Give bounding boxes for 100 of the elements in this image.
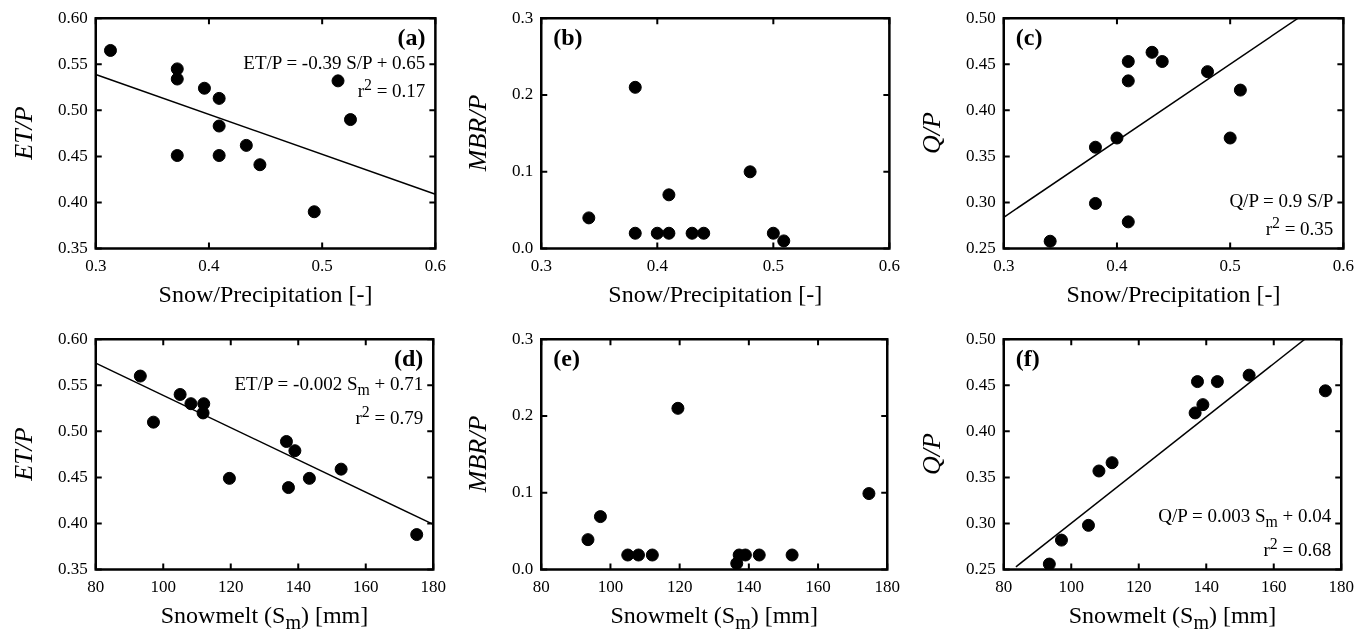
y-tick-label: 0.35 [966,466,996,486]
y-tick-label: 0.2 [512,84,534,104]
y-tick-label: 0.0 [512,559,534,579]
x-tick-label: 140 [285,577,311,597]
point [1088,140,1102,154]
y-tick-label: 0.35 [966,145,996,165]
point [671,401,685,415]
point [621,548,635,562]
point [697,226,711,240]
x-tick-label: 0.3 [530,256,552,276]
y-tick-label: 0.25 [966,559,996,579]
y-tick-label: 0.50 [58,420,88,440]
point [1196,398,1210,412]
point [1210,375,1224,389]
point [239,138,253,152]
point [1088,196,1102,210]
point [1318,384,1332,398]
point [752,548,766,562]
y-axis-title: MBR/P [463,95,493,172]
point [302,471,316,485]
x-tick-label: 80 [87,577,105,597]
point [581,533,595,547]
y-tick-label: 0.25 [966,238,996,258]
point [785,548,799,562]
y-axis-title: Q/P [917,112,947,155]
point [103,43,117,57]
y-tick-label: 0.50 [966,328,996,348]
point [628,226,642,240]
y-axis-title: Q/P [917,433,947,476]
point [1201,65,1215,79]
point [1190,375,1204,389]
x-tick-label: 180 [1328,577,1354,597]
y-axis-title: MBR/P [463,416,493,493]
annotation: Q/P = 0.003 S$_{m}$ + 0.04 [1158,505,1332,533]
y-tick-label: 0.45 [966,374,996,394]
x-tick-label: 160 [353,577,379,597]
y-tick-label: 0.3 [512,7,534,27]
x-tick-label: 0.4 [198,256,221,276]
point [1092,464,1106,478]
point [343,113,357,127]
y-tick-label: 0.60 [58,328,88,348]
point [1121,74,1135,88]
annotation: (a) [397,24,426,52]
y-tick-label: 0.50 [966,7,996,27]
point [1105,456,1119,470]
point [631,548,645,562]
x-axis-title: Snow/Precipitation [-] [1065,281,1282,308]
x-tick-label: 100 [1058,577,1084,597]
point [1110,131,1124,145]
point [662,226,676,240]
point [777,234,791,248]
y-tick-label: 0.40 [966,99,996,119]
y-tick-label: 0.3 [512,328,534,348]
y-tick-label: 0.55 [58,53,88,73]
point [184,397,198,411]
y-tick-label: 0.1 [512,161,534,181]
x-tick-label: 0.4 [646,256,669,276]
annotation: (e) [553,345,580,373]
point [197,81,211,95]
point [133,369,147,383]
annotation: r$^{2}$ = 0.68 [1262,534,1332,562]
y-tick-label: 0.30 [966,191,996,211]
point [1042,557,1056,570]
point [212,91,226,105]
point [410,528,424,542]
annotation: ET/P = -0.002 S$_{m}$ + 0.71 [234,373,424,400]
point [170,72,184,86]
y-tick-label: 0.55 [58,374,88,394]
x-tick-label: 80 [995,577,1013,597]
point [1121,215,1135,229]
point [253,158,267,172]
point [582,211,596,225]
x-axis-title: Snow/Precipitation [-] [607,281,824,308]
point [212,119,226,133]
point [1081,518,1095,532]
y-tick-label: 0.30 [966,512,996,532]
x-tick-label: 140 [736,577,762,597]
point [1121,55,1135,69]
point [862,487,876,501]
x-tick-label: 120 [218,577,244,597]
point [1188,406,1202,420]
y-axis-title: ET/P [9,427,39,482]
y-tick-label: 0.45 [966,53,996,73]
y-tick-label: 0.1 [512,482,534,502]
point [1155,55,1169,69]
point [1242,368,1256,382]
x-tick-label: 0.3 [85,256,107,276]
annotation: (b) [553,24,583,52]
annotation: r$^{2}$ = 0.79 [354,402,424,430]
annotation: (d) [393,345,424,373]
point [222,471,236,485]
point [146,415,160,429]
x-tick-label: 180 [874,577,900,597]
x-tick-label: 160 [1261,577,1287,597]
x-tick-label: 100 [597,577,624,597]
x-tick-label: 120 [666,577,693,597]
y-tick-label: 0.40 [58,512,88,532]
annotation: ET/P = -0.39 S/P + 0.65 [243,52,426,75]
point [743,165,757,179]
point [170,149,184,163]
